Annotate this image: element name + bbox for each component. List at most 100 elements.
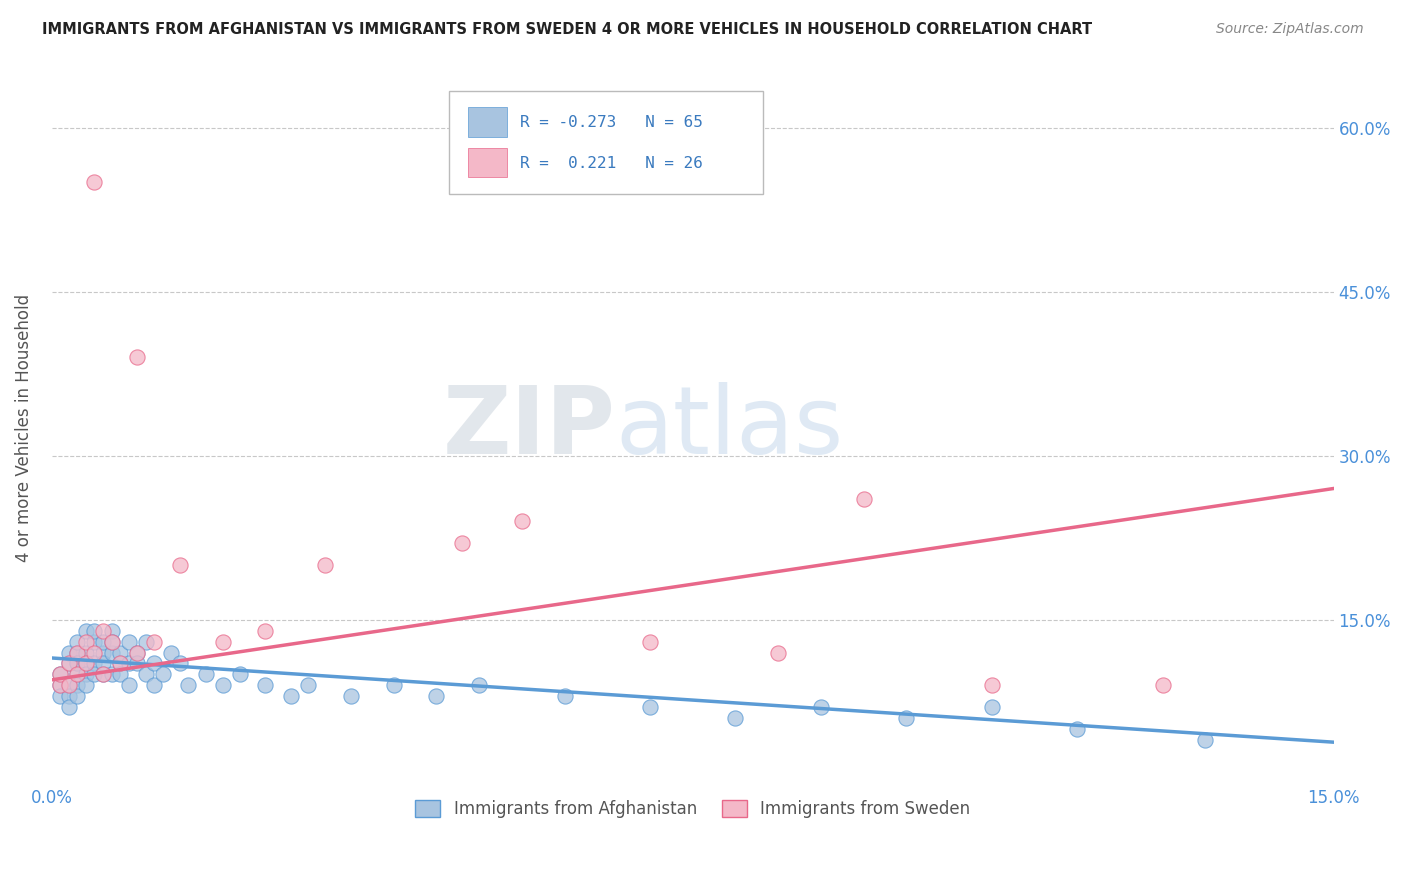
Y-axis label: 4 or more Vehicles in Household: 4 or more Vehicles in Household <box>15 294 32 563</box>
Point <box>118 634 141 648</box>
Point <box>49 678 72 692</box>
Point <box>83 667 105 681</box>
Point <box>66 667 89 681</box>
Point <box>143 634 166 648</box>
Point <box>143 678 166 692</box>
Point <box>810 700 832 714</box>
Point <box>127 351 149 365</box>
Point <box>83 624 105 638</box>
Text: atlas: atlas <box>616 383 844 475</box>
FancyBboxPatch shape <box>468 147 506 178</box>
Point <box>75 667 97 681</box>
Point <box>980 678 1002 692</box>
Point <box>980 700 1002 714</box>
Point <box>127 657 149 671</box>
Point <box>100 634 122 648</box>
Point <box>58 678 80 692</box>
Point <box>297 678 319 692</box>
Point <box>100 634 122 648</box>
Point <box>75 678 97 692</box>
Point <box>75 646 97 660</box>
Point <box>211 634 233 648</box>
Point <box>49 667 72 681</box>
Point <box>66 657 89 671</box>
Point <box>66 646 89 660</box>
Point <box>100 624 122 638</box>
Point <box>91 624 114 638</box>
Point <box>58 646 80 660</box>
Point <box>75 624 97 638</box>
Legend: Immigrants from Afghanistan, Immigrants from Sweden: Immigrants from Afghanistan, Immigrants … <box>409 794 977 825</box>
Point <box>100 646 122 660</box>
Point <box>66 678 89 692</box>
Point <box>254 624 277 638</box>
Point <box>49 678 72 692</box>
Point <box>766 646 789 660</box>
Point <box>340 690 363 704</box>
Point <box>58 678 80 692</box>
Point <box>135 667 157 681</box>
Point <box>58 690 80 704</box>
Point <box>382 678 405 692</box>
Point <box>1152 678 1174 692</box>
Point <box>468 678 491 692</box>
Point <box>66 634 89 648</box>
Point <box>1066 722 1088 736</box>
Point <box>135 634 157 648</box>
Point <box>91 667 114 681</box>
FancyBboxPatch shape <box>468 107 506 137</box>
Point <box>75 634 97 648</box>
Point <box>169 558 191 572</box>
Point <box>451 536 474 550</box>
Point <box>211 678 233 692</box>
Point <box>177 678 200 692</box>
Point <box>852 492 875 507</box>
Text: Source: ZipAtlas.com: Source: ZipAtlas.com <box>1216 22 1364 37</box>
Point <box>118 657 141 671</box>
Point <box>194 667 217 681</box>
Point <box>152 667 174 681</box>
Point <box>58 657 80 671</box>
Point <box>66 690 89 704</box>
Point <box>108 657 131 671</box>
Text: R =  0.221   N = 26: R = 0.221 N = 26 <box>520 156 703 170</box>
Point <box>108 646 131 660</box>
Point <box>118 678 141 692</box>
Point <box>127 646 149 660</box>
Point <box>638 700 661 714</box>
Point <box>108 667 131 681</box>
Point <box>91 667 114 681</box>
Point <box>83 634 105 648</box>
Point <box>49 690 72 704</box>
Point <box>58 700 80 714</box>
Point <box>75 657 97 671</box>
Point <box>553 690 575 704</box>
Point <box>100 667 122 681</box>
Point <box>108 657 131 671</box>
Point <box>83 657 105 671</box>
Point <box>91 634 114 648</box>
Point <box>169 657 191 671</box>
Point <box>66 667 89 681</box>
Point <box>510 514 533 528</box>
Point <box>58 657 80 671</box>
Point <box>1194 733 1216 747</box>
Point <box>91 646 114 660</box>
Text: IMMIGRANTS FROM AFGHANISTAN VS IMMIGRANTS FROM SWEDEN 4 OR MORE VEHICLES IN HOUS: IMMIGRANTS FROM AFGHANISTAN VS IMMIGRANT… <box>42 22 1092 37</box>
Point <box>66 646 89 660</box>
Point <box>83 646 105 660</box>
Point <box>91 657 114 671</box>
Point <box>254 678 277 692</box>
Point <box>160 646 183 660</box>
Text: R = -0.273   N = 65: R = -0.273 N = 65 <box>520 115 703 130</box>
Point <box>127 646 149 660</box>
Text: ZIP: ZIP <box>443 383 616 475</box>
Point <box>724 711 747 725</box>
Point <box>75 657 97 671</box>
FancyBboxPatch shape <box>449 91 763 194</box>
Point <box>143 657 166 671</box>
Point <box>638 634 661 648</box>
Point <box>896 711 918 725</box>
Point <box>425 690 447 704</box>
Point <box>83 175 105 189</box>
